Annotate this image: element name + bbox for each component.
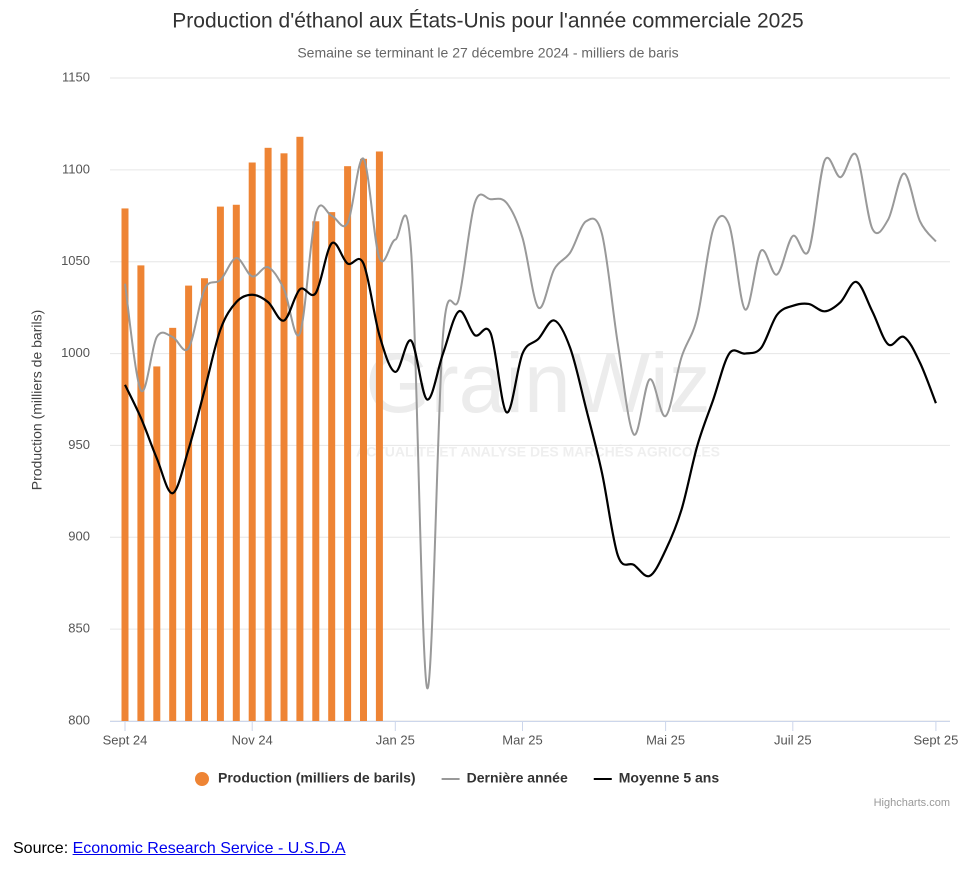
line	[124, 152, 937, 689]
x-tick-label: Juil 25	[774, 732, 812, 747]
chart-title: Production d'éthanol aux États-Unis pour…	[172, 10, 803, 33]
y-tick-label: 1100	[62, 161, 90, 176]
x-tick-label: Mar 25	[502, 732, 542, 747]
y-tick-label: 1000	[61, 345, 90, 360]
x-tick-label: Jan 25	[376, 732, 415, 747]
x-tick-label: Mai 25	[646, 732, 685, 747]
y-tick-label: 900	[68, 529, 90, 544]
legend-marker	[195, 772, 209, 786]
y-tick-label: 1150	[62, 69, 90, 84]
bar	[121, 208, 129, 722]
watermark-tagline: ACTUALITÉ ET ANALYSE DES MARCHÉS AGRICOL…	[356, 444, 720, 460]
x-tick-label: Sept 25	[913, 732, 958, 747]
source-label: Source:	[13, 840, 69, 857]
bar	[169, 327, 177, 721]
source-link[interactable]: Economic Research Service - U.S.D.A	[72, 840, 346, 857]
legend-label: Moyenne 5 ans	[619, 770, 720, 786]
bar	[201, 278, 208, 721]
bar	[312, 221, 320, 721]
bar	[375, 151, 383, 721]
legend-label: Dernière année	[467, 770, 568, 786]
x-tick-label: Sept 24	[103, 732, 148, 747]
bar	[185, 285, 193, 721]
x-tick-label: Nov 24	[232, 732, 273, 747]
bar	[296, 136, 304, 721]
line	[124, 241, 937, 578]
bar	[153, 366, 161, 721]
y-tick-label: 850	[68, 621, 90, 636]
bar	[248, 162, 256, 722]
legend-label: Production (milliers de barils)	[218, 770, 416, 786]
y-axis-title: Production (milliers de barils)	[29, 310, 45, 491]
bar	[344, 166, 352, 721]
chart: Production d'éthanol aux États-Unis pour…	[29, 10, 959, 809]
source: Source: Economic Research Service - U.S.…	[13, 840, 346, 858]
bar	[216, 206, 224, 722]
bar	[328, 212, 336, 721]
y-tick-label: 950	[68, 437, 90, 452]
bar	[232, 204, 240, 721]
chart-subtitle: Semaine se terminant le 27 décembre 2024…	[297, 45, 678, 61]
credits: Highcharts.com	[874, 797, 950, 809]
bar	[137, 265, 145, 721]
bar	[264, 147, 272, 722]
y-tick-label: 1050	[61, 253, 90, 268]
bar	[280, 153, 288, 721]
y-tick-label: 800	[68, 712, 90, 727]
bar	[360, 158, 367, 721]
